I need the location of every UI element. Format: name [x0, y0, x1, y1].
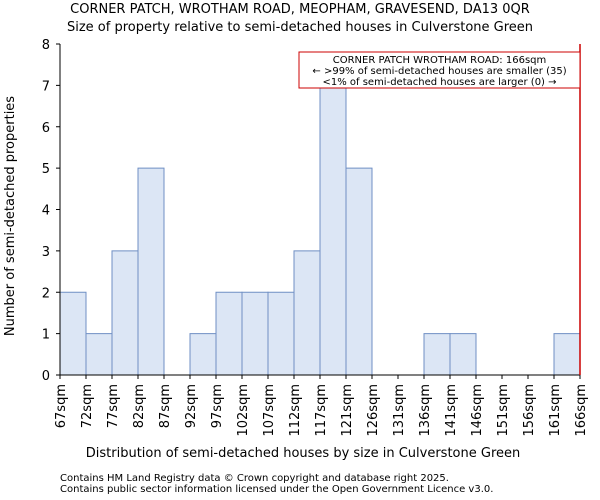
- x-tick-label: 131sqm: [392, 384, 407, 437]
- x-tick-label: 72sqm: [80, 384, 95, 428]
- y-tick-label: 0: [42, 369, 50, 384]
- x-tick-label: 92sqm: [184, 384, 199, 428]
- annotation-box: [298, 51, 581, 89]
- x-tick-label: 146sqm: [470, 384, 485, 437]
- x-tick-label: 87sqm: [158, 384, 173, 428]
- x-tick-label: 77sqm: [106, 384, 121, 428]
- bar-121sqm: [345, 167, 373, 376]
- bar-67sqm: [59, 291, 87, 376]
- y-tick-label: 8: [42, 38, 50, 53]
- annotation-line-1: CORNER PATCH WROTHAM ROAD: 166sqm: [333, 55, 547, 66]
- x-tick-label: 161sqm: [548, 384, 563, 437]
- annotation-line-3: <1% of semi-detached houses are larger (…: [322, 77, 556, 88]
- bar-72sqm: [85, 333, 113, 376]
- bar-136sqm: [423, 333, 451, 376]
- footer-line-2: Contains public sector information licen…: [60, 484, 494, 495]
- y-axis-label: Number of semi-detached properties: [3, 96, 18, 336]
- x-tick-label: 156sqm: [522, 384, 537, 437]
- x-tick-label: 82sqm: [132, 384, 147, 428]
- x-tick-label: 107sqm: [262, 384, 277, 437]
- bar-107sqm: [267, 291, 295, 376]
- bar-117sqm: [319, 84, 347, 376]
- y-tick-label: 7: [42, 79, 50, 94]
- x-tick-label: 102sqm: [236, 384, 251, 437]
- bar-97sqm: [215, 291, 243, 376]
- bar-82sqm: [137, 167, 165, 376]
- footer-line-1: Contains HM Land Registry data © Crown c…: [60, 473, 449, 484]
- x-tick-label: 141sqm: [444, 384, 459, 437]
- bar-141sqm: [449, 333, 477, 376]
- annotation-line-2: ← >99% of semi-detached houses are small…: [312, 66, 566, 77]
- bar-102sqm: [241, 291, 269, 376]
- chart-title: CORNER PATCH, WROTHAM ROAD, MEOPHAM, GRA…: [70, 2, 530, 17]
- x-tick-label: 136sqm: [418, 384, 433, 437]
- y-tick-label: 6: [42, 121, 50, 136]
- bar-92sqm: [189, 333, 217, 376]
- x-tick-label: 126sqm: [366, 384, 381, 437]
- bar-77sqm: [111, 250, 139, 376]
- x-tick-label: 67sqm: [54, 384, 69, 428]
- x-tick-label: 121sqm: [340, 384, 355, 437]
- x-tick-label: 151sqm: [496, 384, 511, 437]
- chart-subtitle: Size of property relative to semi-detach…: [66, 20, 534, 35]
- x-tick-label: 117sqm: [314, 384, 329, 437]
- y-tick-label: 5: [42, 162, 50, 177]
- y-tick-label: 1: [42, 328, 50, 343]
- x-tick-label: 112sqm: [288, 384, 303, 437]
- bar-161sqm: [553, 333, 581, 376]
- x-axis-label: Distribution of semi-detached houses by …: [86, 446, 521, 461]
- y-tick-label: 3: [42, 245, 50, 260]
- y-tick-label: 2: [42, 286, 50, 301]
- x-tick-label: 166sqm: [574, 384, 589, 437]
- bar-112sqm: [293, 250, 321, 376]
- x-tick-label: 97sqm: [210, 384, 225, 428]
- y-tick-label: 4: [42, 204, 50, 219]
